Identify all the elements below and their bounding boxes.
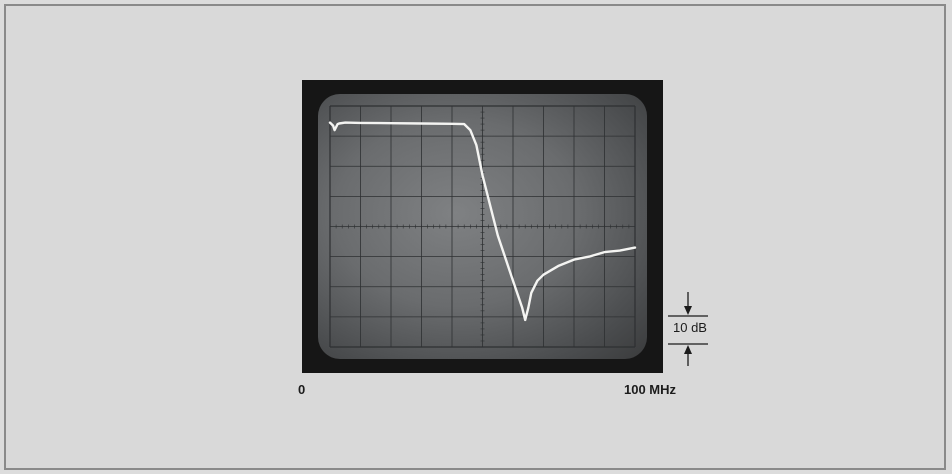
crt-screen [318, 94, 647, 359]
scale-top-arrow-icon [684, 306, 692, 315]
spectrum-plot [328, 105, 637, 348]
filter-response-trace [328, 121, 637, 322]
scale-marker [668, 292, 708, 366]
x-axis-end-label: 100 MHz [624, 382, 677, 397]
scale-label: 10 dB [673, 320, 707, 335]
graticule-grid [329, 105, 636, 348]
x-axis-start-label: 0 [298, 382, 306, 397]
scale-bottom-arrow-icon [684, 345, 692, 354]
oscilloscope-bezel [302, 80, 663, 373]
